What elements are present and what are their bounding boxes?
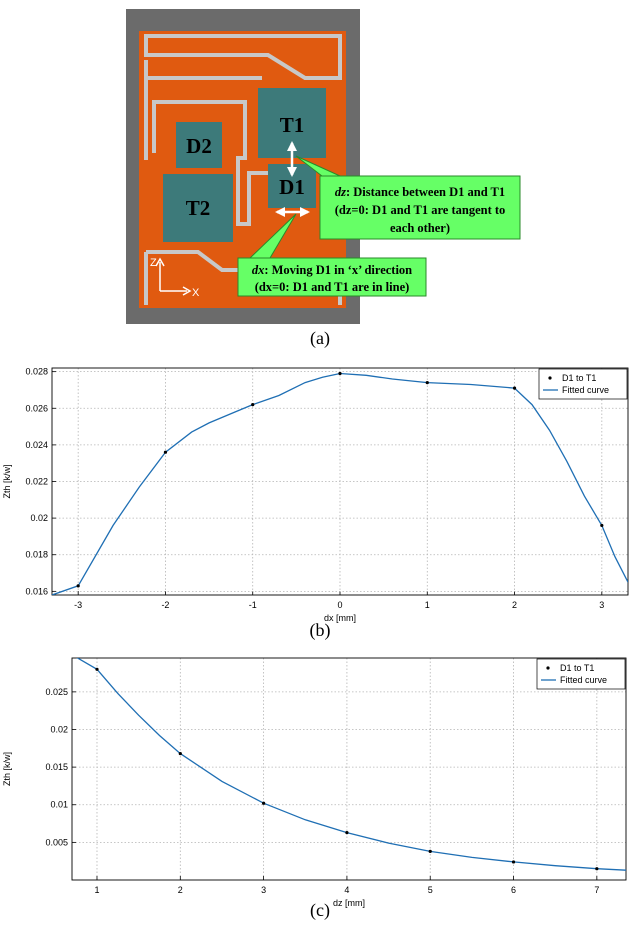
- data-point: [600, 523, 604, 528]
- data-point: [338, 371, 342, 376]
- caption-a: (a): [310, 328, 330, 349]
- legend-marker-points: [548, 376, 552, 380]
- dz-callout-line2: (dz=0: D1 and T1 are tangent to: [335, 203, 506, 217]
- x-tick-label: 2: [512, 600, 517, 610]
- axis-indicator: [155, 257, 192, 296]
- dz-callout-line1: dz: Distance between D1 and T1: [335, 185, 505, 199]
- x-tick-label: 7: [594, 885, 599, 895]
- caption-b: (b): [309, 620, 331, 640]
- y-tick-label: 0.018: [25, 550, 48, 560]
- component-t2: [163, 174, 233, 242]
- y-tick-label: 0.005: [45, 837, 68, 847]
- legend-label-curve: Fitted curve: [560, 675, 607, 685]
- legend-marker-points: [546, 666, 550, 670]
- x-tick-label: 2: [178, 885, 183, 895]
- dx-callout-line2: (dx=0: D1 and T1 are in line): [255, 280, 410, 294]
- legend-box: [536, 658, 626, 690]
- component-d2: [176, 122, 222, 168]
- x-tick-label: -3: [74, 600, 82, 610]
- label-d2: D2: [186, 134, 212, 158]
- fitted-curve-line: [76, 658, 626, 871]
- y-tick-label: 0.015: [45, 762, 68, 772]
- chart-b: -3 -2 -1 0 1 2 3 0.016 0.018 0.02 0.022 0.024 0.026 0…: [2, 367, 629, 623]
- y-tick-label: 0.016: [25, 586, 48, 596]
- x-tick-label: 6: [511, 885, 516, 895]
- label-t2: T2: [186, 196, 211, 220]
- y-tick-label: 0.024: [25, 440, 48, 450]
- y-axis-label: Zth [k/w]: [2, 464, 12, 498]
- axes-box: [71, 657, 627, 881]
- x-tick-label: -1: [249, 600, 257, 610]
- data-point: [425, 381, 429, 385]
- y-tick-label: 0.022: [25, 477, 48, 487]
- data-point: [95, 667, 99, 671]
- y-axis-label: Zth [k/w]: [2, 752, 12, 786]
- x-tick-label: 3: [599, 600, 604, 610]
- axis-z-label: Z: [150, 257, 157, 269]
- figure-a: T1 D1 D2 T2 dz: Distance between D1 and …: [126, 9, 521, 349]
- dz-callout-box: [319, 175, 521, 240]
- data-point: [345, 830, 349, 835]
- dz-callout-line3: each other): [390, 221, 450, 235]
- x-tick-label: 5: [428, 885, 433, 895]
- x-axis-label: dx [mm]: [324, 613, 356, 623]
- data-point: [163, 450, 168, 454]
- data-point: [76, 584, 80, 588]
- x-tick-label: 1: [425, 600, 430, 610]
- x-tick-label: 1: [94, 885, 99, 895]
- chart-c: 1 2 3 4 5 6 7 0.005 0.01 0.015 0.02 0.025 dz [mm] Zth…: [2, 657, 627, 908]
- y-tick-label: 0.01: [50, 800, 68, 810]
- dx-callout-line1: dx: Moving D1 in ‘x’ direction: [252, 263, 412, 277]
- x-tick-label: 4: [344, 885, 349, 895]
- y-tick-label: 0.025: [45, 687, 68, 697]
- data-point: [251, 403, 255, 407]
- legend-label-points: D1 to T1: [562, 373, 596, 383]
- label-d1: D1: [279, 175, 305, 199]
- dx-callout-box: [237, 257, 427, 297]
- data-point: [595, 867, 599, 871]
- label-t1: T1: [280, 113, 305, 137]
- y-tick-label: 0.026: [25, 403, 48, 413]
- caption-c: (c): [310, 900, 330, 920]
- axes-box: [51, 367, 629, 596]
- legend-label-curve: Fitted curve: [562, 385, 609, 395]
- y-tick-label: 0.028: [25, 367, 48, 377]
- data-point: [262, 801, 266, 805]
- y-tick-label: 0.02: [50, 724, 68, 734]
- data-point: [511, 860, 516, 864]
- x-axis-label: dz [mm]: [333, 898, 365, 908]
- y-tick-label: 0.02: [30, 513, 48, 523]
- data-point: [178, 751, 182, 756]
- x-tick-label: 3: [261, 885, 266, 895]
- x-tick-label: -2: [161, 600, 169, 610]
- plot-area: [72, 658, 626, 880]
- legend-box: [538, 368, 628, 400]
- data-point: [512, 386, 517, 390]
- data-point: [428, 849, 432, 854]
- x-tick-label: 0: [337, 600, 342, 610]
- legend-label-points: D1 to T1: [560, 663, 594, 673]
- axis-x-label: X: [192, 287, 200, 299]
